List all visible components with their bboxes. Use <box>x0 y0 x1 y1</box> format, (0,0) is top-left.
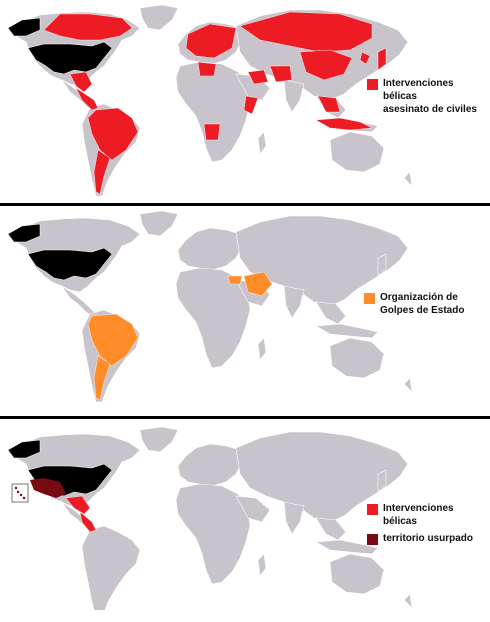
landmass-southeast-asia <box>315 517 347 541</box>
united-states <box>27 41 113 75</box>
landmass-greenland <box>139 4 179 31</box>
landmass-japan <box>377 469 387 493</box>
landmass-southeast-asia <box>315 301 347 325</box>
landmass-india <box>283 285 305 319</box>
legend-interventions: Intervenciones bélicas asesinato de civi… <box>367 77 490 116</box>
hawaii-island <box>14 486 18 490</box>
highlight-region-0 <box>69 71 93 93</box>
landmass-new-zealand <box>403 593 413 609</box>
landmass-madagascar <box>257 337 267 361</box>
landmass-madagascar <box>257 131 267 155</box>
landmass-asia <box>235 431 409 523</box>
legend-swatch-coup <box>364 293 375 304</box>
base-land <box>7 426 413 610</box>
highlight-region-13 <box>243 95 259 115</box>
hawaii-island <box>22 496 26 500</box>
highlight-region-12 <box>269 65 293 83</box>
legend-label: Intervenciones bélicas <box>383 503 454 527</box>
legend-label: territorio usurpado <box>383 533 474 544</box>
panel-divider <box>0 416 490 419</box>
alaska <box>7 17 41 37</box>
legend-label: Organización de Golpes de Estado <box>380 292 465 316</box>
highlight-region-15 <box>317 95 341 113</box>
landmass-indonesia <box>315 539 379 555</box>
world-map-coups <box>7 210 413 403</box>
landmass-australia <box>329 131 385 173</box>
map-panel-coups: Organización de Golpes de Estado <box>0 206 490 406</box>
highlight-region-1 <box>93 355 111 401</box>
landmass-india <box>283 79 305 113</box>
hawaii-island <box>19 493 23 497</box>
legend-coups: Organización de Golpes de Estado <box>364 291 464 317</box>
highlight-region-8 <box>377 47 387 71</box>
base-land <box>7 210 413 403</box>
world-map-interventions <box>7 4 413 197</box>
usurped-southwest <box>30 478 66 498</box>
highlight-region-3 <box>93 149 111 195</box>
legend-item: Intervenciones bélicas asesinato de civi… <box>367 77 490 116</box>
highlighted-countries <box>7 439 113 533</box>
landmass-japan <box>377 253 387 277</box>
hawaii-inset-box <box>11 483 29 503</box>
legend-item: Intervenciones bélicas <box>367 502 490 528</box>
highlight-region-5 <box>185 23 237 59</box>
landmass-greenland <box>139 426 179 453</box>
highlight-region-4 <box>43 13 133 41</box>
landmass-australia <box>329 337 385 379</box>
legend-label: Intervenciones bélicas asesinato de civi… <box>383 78 477 115</box>
highlight-region-0 <box>87 313 139 367</box>
legend-item: Organización de Golpes de Estado <box>364 291 464 317</box>
highlight-region-2 <box>79 511 97 533</box>
landmass-europe <box>177 443 243 487</box>
highlight-region-16 <box>315 117 373 131</box>
legend-swatch-intervention <box>367 504 378 515</box>
highlight-region-2 <box>243 271 273 297</box>
legend-swatch-usurped <box>367 534 378 545</box>
highlight-region-7 <box>299 49 353 81</box>
legend-item: territorio usurpado <box>367 532 490 545</box>
landmass-australia <box>329 553 385 595</box>
alaska <box>7 223 41 243</box>
united-states <box>27 247 113 281</box>
landmass-africa <box>175 483 251 585</box>
map-panel-interventions: Intervenciones bélicas asesinato de civi… <box>0 0 490 200</box>
alaska <box>7 439 41 459</box>
highlight-region-14 <box>203 123 221 141</box>
landmass-africa <box>175 61 251 163</box>
highlight-region-2 <box>87 107 139 161</box>
panel-divider <box>0 203 490 206</box>
highlight-region-11 <box>247 69 269 85</box>
highlight-region-1 <box>65 495 91 515</box>
highlighted-countries <box>7 11 387 195</box>
landmass-europe <box>177 227 243 271</box>
highlight-region-9 <box>359 51 371 65</box>
legend-territory: Intervenciones bélicas territorio usurpa… <box>367 502 490 545</box>
legend-swatch-intervention <box>367 79 378 90</box>
landmass-asia <box>235 215 409 307</box>
highlight-region-10 <box>197 61 217 77</box>
highlight-region-1 <box>75 87 99 111</box>
landmass-greenland <box>139 210 179 237</box>
highlight-region-6 <box>239 11 373 53</box>
landmass-india <box>283 501 305 535</box>
map-panel-territory: Intervenciones bélicas territorio usurpa… <box>0 422 490 622</box>
landmass-madagascar <box>257 553 267 577</box>
landmass-new-zealand <box>403 377 413 393</box>
hawaii-island <box>16 490 20 494</box>
landmass-indonesia <box>315 323 379 339</box>
world-map-territory <box>7 426 413 610</box>
landmass-new-zealand <box>403 171 413 187</box>
landmass-south-america <box>81 525 141 610</box>
highlight-region-3 <box>227 275 243 285</box>
highlighted-countries <box>7 223 273 401</box>
landmass-arabia <box>235 495 271 523</box>
